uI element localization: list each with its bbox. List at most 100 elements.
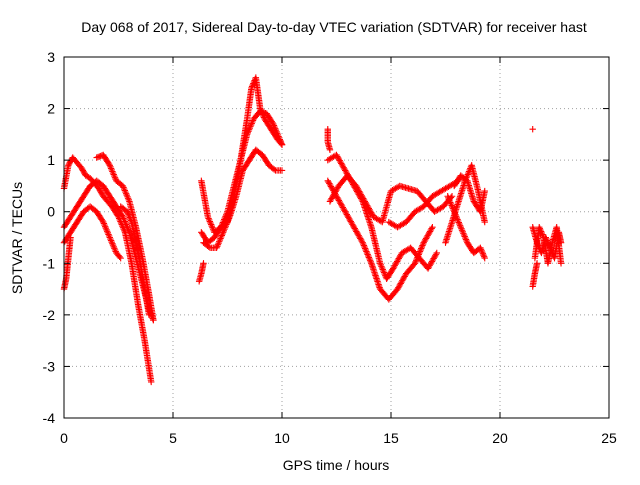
y-tick-label: -3 — [43, 358, 56, 374]
data-point — [363, 248, 370, 255]
data-point — [221, 226, 228, 233]
data-point — [249, 118, 256, 126]
data-point — [217, 235, 224, 242]
data-point — [218, 232, 226, 239]
x-tick-label: 5 — [169, 430, 177, 446]
y-tick-label: 1 — [47, 152, 55, 168]
data-point — [248, 83, 256, 90]
data-point — [416, 249, 423, 257]
y-tick-label: -2 — [43, 307, 56, 323]
data-point — [454, 216, 461, 223]
data-point — [217, 233, 225, 241]
x-tick-label: 20 — [492, 430, 508, 446]
data-point — [207, 221, 215, 228]
data-point — [270, 122, 278, 129]
data-point — [248, 84, 255, 92]
data-point — [367, 258, 374, 266]
data-point — [458, 225, 465, 232]
data-point — [462, 236, 470, 243]
data-point — [361, 245, 369, 252]
plot-frame — [63, 56, 610, 419]
data-point — [205, 215, 212, 222]
data-point — [124, 209, 132, 217]
data-point — [222, 222, 229, 230]
data-point — [452, 211, 459, 219]
data-point — [208, 222, 216, 230]
data-point — [103, 226, 110, 233]
data-point — [449, 205, 457, 212]
data-point — [207, 219, 214, 227]
data-point — [102, 223, 109, 230]
data-point — [105, 160, 113, 168]
data-point — [456, 220, 463, 228]
x-tick-label: 15 — [383, 430, 399, 446]
x-tick-label: 0 — [60, 430, 68, 446]
data-point — [106, 234, 113, 241]
data-point — [364, 251, 371, 258]
series-arc-21 — [531, 223, 565, 267]
data-point — [412, 258, 419, 266]
data-point — [453, 214, 461, 222]
data-point — [365, 252, 372, 260]
data-point — [360, 240, 367, 248]
data-point — [145, 311, 153, 319]
data-point — [448, 202, 455, 209]
data-point — [447, 200, 455, 208]
data-point — [362, 246, 369, 254]
data-point — [479, 250, 487, 257]
data-point — [219, 230, 226, 238]
data-point — [361, 243, 368, 251]
data-point — [411, 260, 419, 267]
data-point — [376, 260, 384, 267]
data-point — [480, 253, 488, 260]
data-point — [447, 199, 454, 206]
data-point — [121, 187, 129, 194]
data-point — [119, 213, 127, 221]
data-point — [247, 123, 254, 130]
data-point — [105, 231, 112, 238]
data-point — [363, 249, 371, 257]
data-point — [278, 167, 286, 174]
data-point — [358, 238, 366, 245]
data-point — [120, 184, 127, 191]
data-point — [539, 232, 547, 240]
data-point — [545, 240, 552, 247]
data-point — [245, 128, 252, 135]
data-point — [205, 216, 213, 224]
data-point — [215, 239, 222, 247]
data-point — [272, 125, 279, 132]
data-point — [416, 248, 424, 255]
data-point — [270, 166, 278, 173]
x-tick-label: 25 — [601, 430, 617, 446]
data-point — [99, 217, 106, 224]
data-point — [120, 215, 127, 222]
x-tick-label: 10 — [274, 430, 290, 446]
y-tick-label: 3 — [47, 49, 55, 65]
y-tick-label: -4 — [43, 410, 56, 426]
data-point — [533, 260, 541, 267]
data-point — [244, 129, 251, 137]
data-point — [216, 225, 224, 232]
data-point — [109, 242, 117, 249]
data-point — [100, 220, 108, 227]
data-point — [270, 120, 277, 128]
data-point — [106, 162, 113, 169]
data-point — [225, 215, 233, 222]
data-point — [122, 188, 129, 196]
data-point — [213, 244, 220, 252]
data-point — [445, 196, 453, 203]
y-tick-label: -1 — [43, 255, 56, 271]
data-point — [481, 254, 488, 262]
data-point — [269, 119, 276, 126]
data-point — [481, 187, 488, 195]
data-point — [449, 203, 456, 211]
data-point — [432, 251, 440, 258]
data-point — [110, 243, 117, 250]
data-point — [116, 253, 123, 261]
series-arc-3 — [60, 203, 124, 262]
data-point — [123, 222, 130, 230]
series-arc-12 — [324, 177, 436, 303]
data-point — [366, 257, 374, 264]
data-point — [225, 216, 232, 224]
data-point — [529, 126, 536, 133]
